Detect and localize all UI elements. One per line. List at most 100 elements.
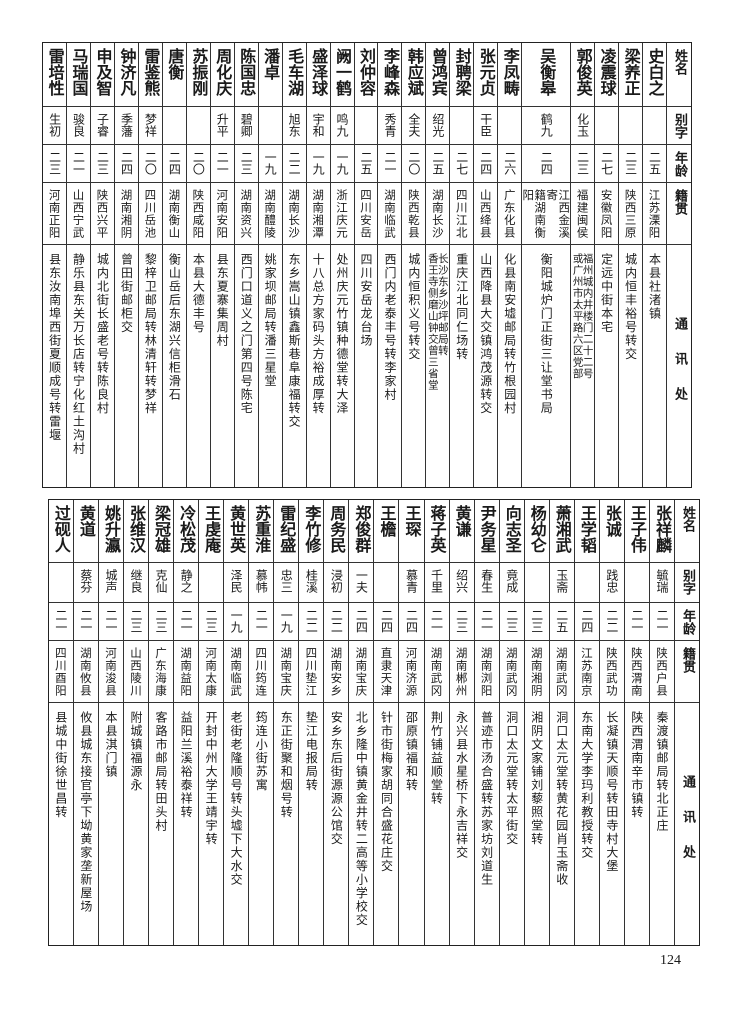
address-text: 城内恒丰裕号转交 — [624, 253, 638, 361]
age-text: 二一 — [53, 609, 68, 633]
address-line: 北乡隆中镇黄金井转二高等小学校交 — [354, 711, 369, 927]
alias-cell — [498, 107, 522, 145]
origin-text: 陕西户县 — [654, 647, 669, 697]
address-text: 处州庆元竹镇种德堂转大泽 — [335, 253, 349, 415]
name-text: 申及智 — [93, 48, 113, 96]
alias-text: 骏良 — [71, 113, 86, 137]
origin-cell: 河南正阳 — [43, 183, 67, 245]
address-text: 筠连小街苏寓 — [254, 711, 268, 792]
name-cell: 张元贞 — [474, 43, 498, 107]
age-text: 二三 — [504, 609, 519, 633]
name-text: 雷鉴熊 — [141, 48, 161, 96]
table-row: 王子伟 二一 陕西渭南 陕西渭南辛市镇转 — [623, 500, 649, 945]
age-text: 二一 — [103, 609, 118, 633]
alias-cell: 一夫 — [349, 563, 374, 603]
address-line: 益阳兰溪裕泰祥转 — [179, 711, 194, 819]
age-cell: 二二 — [599, 603, 624, 641]
name-text: 陈国忠 — [237, 48, 257, 96]
address-text: 城内北街长盛老号转陈良村 — [96, 253, 110, 415]
name-cell: 陈国忠 — [234, 43, 258, 107]
address-text: 邵原镇福和转 — [405, 711, 419, 792]
table-row: 过砚人 二一 四川酉阳 县城中街徐世昌转 — [48, 500, 73, 945]
name-text: 张祥麟 — [652, 505, 672, 553]
table-row: 雷纪盛 忠三 一九 湖南宝庆 东正街聚和烟号转 — [273, 500, 299, 945]
address-line: 化县南安墟邮局转竹根园村 — [502, 253, 517, 415]
age-cell: 二四 — [349, 603, 374, 641]
address-text: 本县社渚镇 — [648, 253, 662, 321]
name-cell: 王学韬 — [574, 500, 599, 563]
header-address-label: 通讯处 — [672, 316, 687, 422]
name-cell: 过砚人 — [48, 500, 73, 563]
alias-cell: 碧卿 — [234, 107, 258, 145]
age-text: 二一 — [254, 609, 269, 633]
name-text: 向志圣 — [502, 505, 522, 553]
origin-cell: 四川江北 — [450, 183, 474, 245]
address-text: 曾田街邮柜交 — [119, 253, 133, 334]
table-row: 苏振刚 二〇 陕西咸阳 本县大德丰号 — [185, 43, 210, 487]
alias-cell: 鹤九 — [522, 107, 571, 145]
alias-cell: 竟成 — [499, 563, 524, 603]
table-row: 王檐 二四 直隶天津 针市街梅家胡同合盛花庄交 — [373, 500, 399, 945]
alias-cell: 生初 — [43, 107, 67, 145]
alias-text: 宇和 — [311, 113, 326, 137]
age-cell: 二一 — [73, 603, 98, 641]
address-line: 或广州市太平路六区党部 — [571, 253, 584, 380]
origin-cell: 陕西三原 — [619, 183, 643, 245]
age-text: 二二 — [329, 609, 344, 633]
table-row: 尹务星 春生 二一 湖南浏阳 普迹市汤合盛转苏家坊刘道生 — [473, 500, 499, 945]
name-cell: 周务民 — [324, 500, 349, 563]
alias-cell: 玉斋 — [549, 563, 574, 603]
origin-cell: 湖南长沙 — [282, 183, 306, 245]
origin-text: 四川安岳 — [358, 189, 373, 239]
age-text: 二二 — [604, 609, 619, 633]
name-cell: 申及智 — [91, 43, 114, 107]
alias-cell: 浸初 — [324, 563, 349, 603]
address-line: 附城镇福源永 — [128, 711, 143, 792]
age-cell: 一九 — [258, 145, 282, 183]
origin-cell: 湖南长沙 — [426, 183, 450, 245]
header-alias: 别字 — [675, 563, 699, 603]
address-cell: 重庆江北同仁场转 — [450, 245, 473, 487]
origin-cell: 江苏南京 — [574, 641, 599, 703]
alias-cell: 慕青 — [399, 563, 424, 603]
origin-cell: 四川安岳 — [354, 183, 378, 245]
origin-cell: 江西金溪寄 籍湖南衡阳 — [522, 183, 571, 245]
origin-text: 福建闽侯 — [575, 189, 590, 239]
address-text: 县城中街徐世昌转 — [54, 711, 68, 819]
address-text: 静乐县东关万长店转宁化红土沟村 — [72, 253, 86, 456]
table-row: 萧湘武 玉斋 二五 湖南武冈 洞口太元堂转黄花园肖玉斋收 — [548, 500, 574, 945]
table-row: 钟济凡 季藩 二四 湖南湘阴 曾田街邮柜交 — [113, 43, 138, 487]
address-text: 开封中州大学王靖宇转 — [204, 711, 218, 846]
roster-table-bottom: 姓名 别字 年龄 籍贯 通讯处 张祥麟 毓瑞 二一 陕西户县 秦渡镇邮局转北正庄 王子伟 二一 陕西渭南… — [48, 499, 700, 946]
origin-cell: 湖南浏阳 — [474, 641, 499, 703]
name-cell: 郑俊群 — [349, 500, 374, 563]
origin-text: 陕西咸阳 — [191, 189, 206, 239]
address-text: 姚家坝邮局转潘三星堂 — [263, 253, 278, 388]
origin-text: 湖南长沙 — [430, 189, 445, 239]
age-cell: 二四 — [162, 145, 186, 183]
address-cell: 针市街梅家胡同合盛花庄交 — [374, 703, 398, 945]
name-cell: 刘仲容 — [354, 43, 378, 107]
age-text: 二三 — [128, 609, 143, 633]
alias-text: 泽民 — [229, 569, 244, 593]
age-text: 二四 — [539, 151, 554, 175]
header-origin: 籍贯 — [675, 641, 699, 703]
age-cell: 二三 — [619, 145, 643, 183]
address-cell: 县城中街徐世昌转 — [49, 703, 73, 945]
name-cell: 凌震球 — [595, 43, 619, 107]
table-row: 毛车湖 旭东 二二 湖南长沙 东乡嵩山镇鑫斯巷阜康福转交 — [281, 43, 306, 487]
table-row: 姚升瀛 城声 二一 河南浚县 本县淇门镇 — [97, 500, 123, 945]
alias-text: 全夫 — [406, 113, 421, 137]
age-cell: 二七 — [450, 145, 474, 183]
address-line: 秦渡镇邮局转北正庄 — [654, 711, 669, 833]
origin-cell: 四川筠连 — [249, 641, 274, 703]
alias-cell: 秀青 — [378, 107, 402, 145]
age-cell: 二六 — [498, 145, 522, 183]
address-text: 垫江电报局转 — [304, 711, 318, 792]
origin-text: 河南浚县 — [103, 647, 118, 697]
origin-cell: 直隶天津 — [374, 641, 399, 703]
address-line: 姚家坝邮局转潘三星堂 — [263, 253, 278, 388]
name-cell: 王琛 — [399, 500, 424, 563]
name-cell: 张维汉 — [123, 500, 149, 563]
age-text: 二二 — [304, 609, 319, 633]
